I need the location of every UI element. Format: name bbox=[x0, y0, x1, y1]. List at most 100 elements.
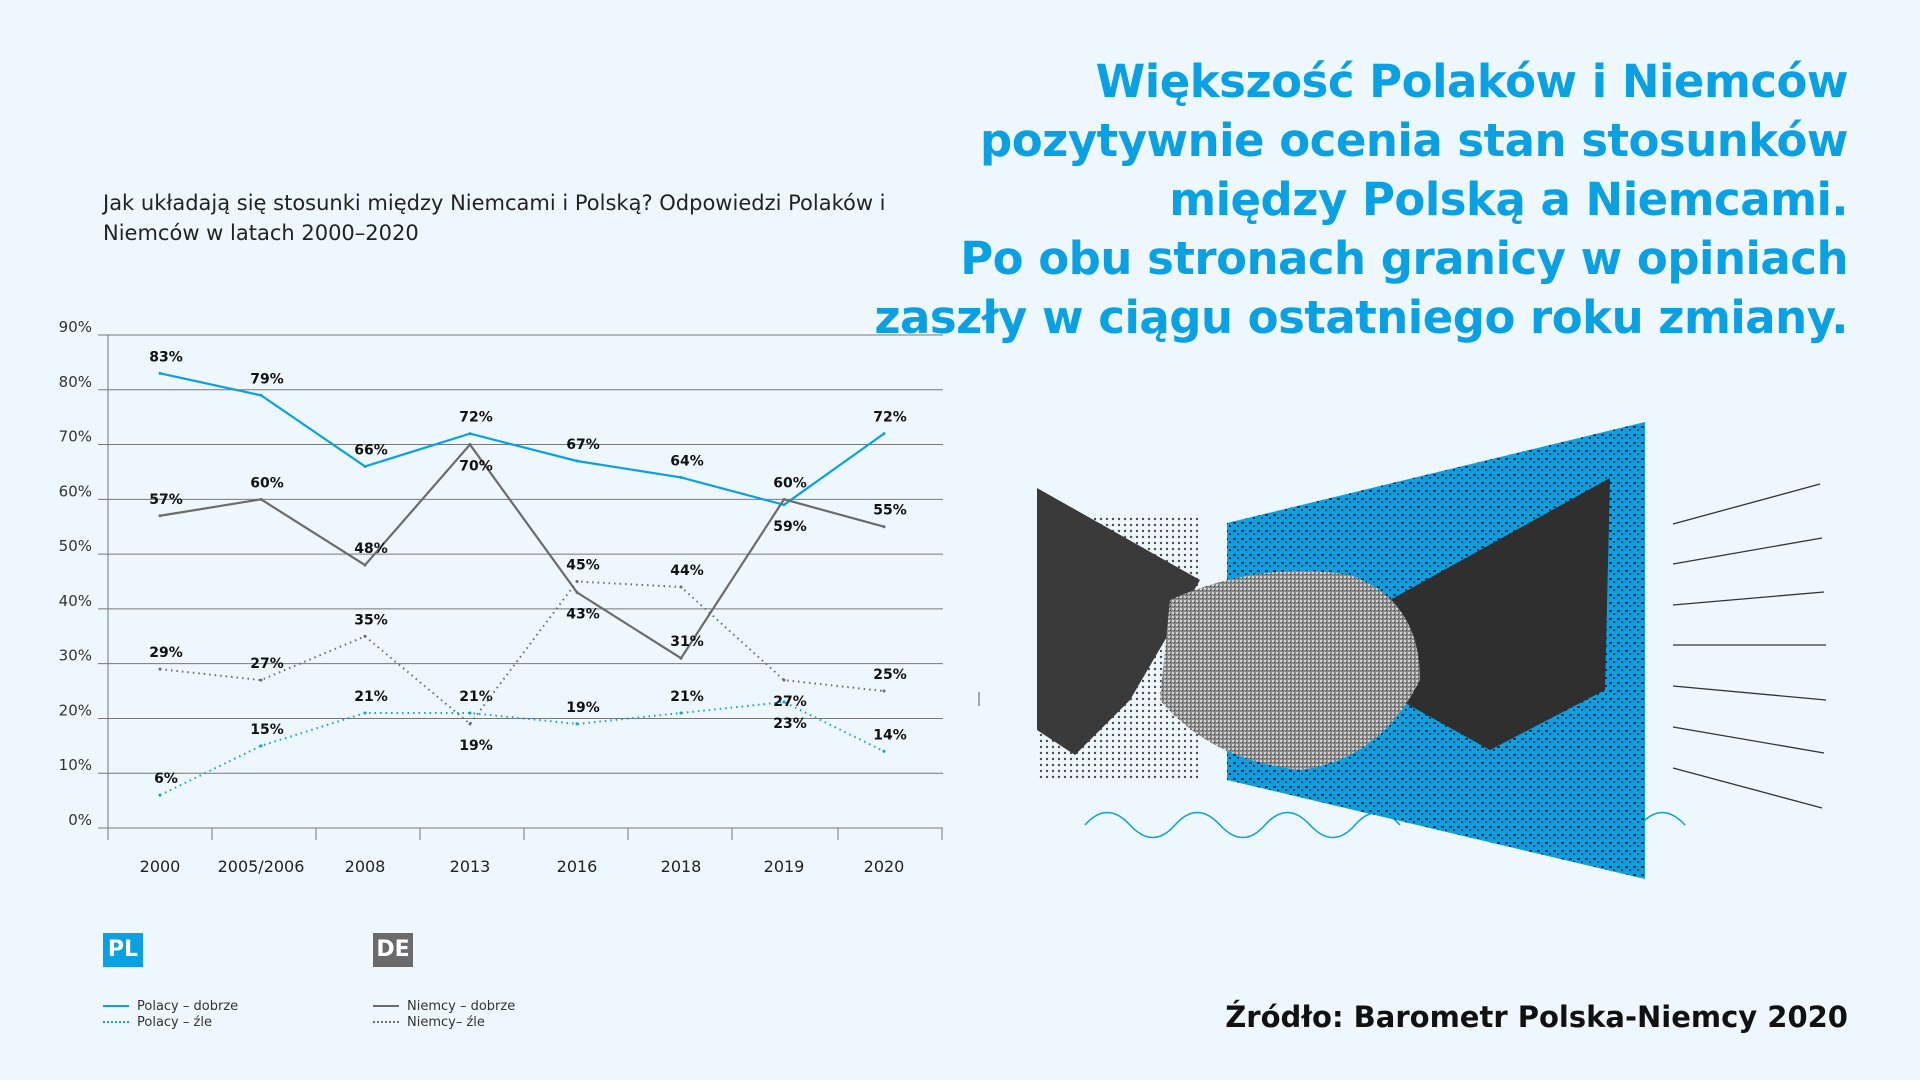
data-point bbox=[158, 514, 162, 518]
left-sleeve bbox=[1037, 488, 1200, 755]
hands bbox=[1160, 570, 1420, 770]
data-point bbox=[782, 503, 786, 507]
x-tick-label: 2016 bbox=[557, 857, 598, 876]
data-label: 19% bbox=[566, 700, 600, 716]
legend-label: Polacy – dobrze bbox=[137, 998, 239, 1014]
data-point bbox=[259, 497, 263, 501]
data-label: 6% bbox=[154, 771, 178, 787]
x-tick-label: 2018 bbox=[661, 857, 702, 876]
data-label: 43% bbox=[566, 606, 600, 622]
data-label: 35% bbox=[354, 612, 388, 628]
legend-label: Niemcy– źle bbox=[407, 1014, 485, 1030]
data-label: 79% bbox=[250, 371, 284, 387]
data-point bbox=[363, 464, 367, 468]
headline: Większość Polaków i Niemców pozytywnie o… bbox=[848, 52, 1848, 347]
data-point bbox=[575, 580, 579, 583]
headline-line: pozytywnie ocenia stan stosunków bbox=[980, 114, 1848, 167]
solid-line-swatch bbox=[103, 1005, 129, 1007]
data-label: 45% bbox=[566, 558, 600, 574]
data-label: 21% bbox=[459, 689, 493, 705]
x-tick-label: 2019 bbox=[764, 857, 805, 876]
data-point bbox=[782, 700, 786, 704]
data-label: 25% bbox=[873, 667, 907, 683]
x-tick-label: 2020 bbox=[864, 857, 905, 876]
data-label: 59% bbox=[773, 519, 807, 535]
series-line-0 bbox=[159, 372, 885, 507]
y-tick-label: 40% bbox=[59, 592, 92, 610]
data-point bbox=[882, 689, 886, 693]
data-point bbox=[259, 744, 263, 748]
data-label: 21% bbox=[670, 689, 704, 705]
data-point bbox=[158, 371, 162, 375]
data-point bbox=[575, 590, 579, 594]
data-label: 19% bbox=[459, 738, 493, 754]
data-point bbox=[882, 432, 886, 436]
y-tick-label: 80% bbox=[59, 373, 92, 391]
wave-line bbox=[1639, 811, 1686, 826]
data-label: 27% bbox=[773, 694, 807, 710]
x-tick-label: 2008 bbox=[345, 857, 386, 876]
y-tick-label: 10% bbox=[59, 756, 92, 774]
series-line-2 bbox=[159, 700, 885, 797]
legend-label: Polacy – źle bbox=[137, 1014, 212, 1030]
data-point bbox=[882, 525, 886, 529]
data-label: 31% bbox=[670, 634, 704, 650]
x-tick-label: 2013 bbox=[450, 857, 491, 876]
legend-pl-bad: Polacy – źle bbox=[103, 1014, 212, 1030]
series-line-1 bbox=[159, 442, 885, 660]
dotted-line-swatch bbox=[103, 1021, 129, 1023]
wave-line bbox=[1084, 811, 1401, 839]
y-tick-label: 70% bbox=[59, 428, 92, 446]
data-point bbox=[259, 678, 263, 682]
data-point bbox=[259, 393, 263, 397]
data-label: 15% bbox=[250, 722, 284, 738]
motion-lines bbox=[1672, 483, 1827, 809]
data-label: 72% bbox=[873, 410, 907, 426]
data-label: 55% bbox=[873, 503, 907, 519]
data-point bbox=[882, 749, 886, 753]
data-point bbox=[679, 711, 683, 715]
y-tick-label: 20% bbox=[59, 701, 92, 719]
data-label: 64% bbox=[670, 453, 704, 469]
data-point bbox=[363, 634, 367, 638]
data-label: 67% bbox=[566, 437, 600, 453]
data-label: 48% bbox=[354, 541, 388, 557]
dotted-line-swatch bbox=[373, 1021, 399, 1023]
data-label: 60% bbox=[773, 475, 807, 491]
right-sleeve bbox=[1390, 478, 1610, 750]
data-point bbox=[468, 722, 472, 726]
data-label: 60% bbox=[250, 475, 284, 491]
x-tick-label: 2000 bbox=[140, 857, 181, 876]
data-point bbox=[679, 475, 683, 479]
data-label: 66% bbox=[354, 442, 388, 458]
pl-badge: PL bbox=[103, 933, 143, 967]
data-label: 83% bbox=[149, 349, 183, 365]
y-tick-label: 90% bbox=[59, 318, 92, 336]
data-label: 57% bbox=[149, 492, 183, 508]
headline-line: Większość Polaków i Niemców bbox=[1095, 55, 1849, 108]
de-badge: DE bbox=[373, 933, 413, 967]
data-point bbox=[468, 432, 472, 436]
data-point bbox=[679, 585, 683, 589]
legend-de-bad: Niemcy– źle bbox=[373, 1014, 485, 1030]
legend-label: Niemcy – dobrze bbox=[407, 998, 516, 1014]
solid-line-swatch bbox=[373, 1005, 399, 1007]
data-label: 29% bbox=[149, 645, 183, 661]
data-point bbox=[158, 667, 162, 671]
headline-line: zaszły w ciągu ostatniego roku zmiany. bbox=[874, 291, 1848, 344]
data-point bbox=[468, 443, 472, 447]
series-line-3 bbox=[159, 580, 885, 726]
data-point bbox=[679, 656, 683, 660]
data-label: 44% bbox=[670, 563, 704, 579]
data-point bbox=[363, 563, 367, 567]
source-note: Źródło: Barometr Polska-Niemcy 2020 bbox=[1225, 1000, 1848, 1034]
data-point bbox=[575, 722, 579, 726]
data-label: 72% bbox=[459, 410, 493, 426]
data-label: 21% bbox=[354, 689, 388, 705]
legend-pl-good: Polacy – dobrze bbox=[103, 998, 238, 1014]
data-point bbox=[575, 459, 579, 463]
y-tick-label: 0% bbox=[68, 811, 92, 829]
data-point bbox=[468, 711, 472, 715]
